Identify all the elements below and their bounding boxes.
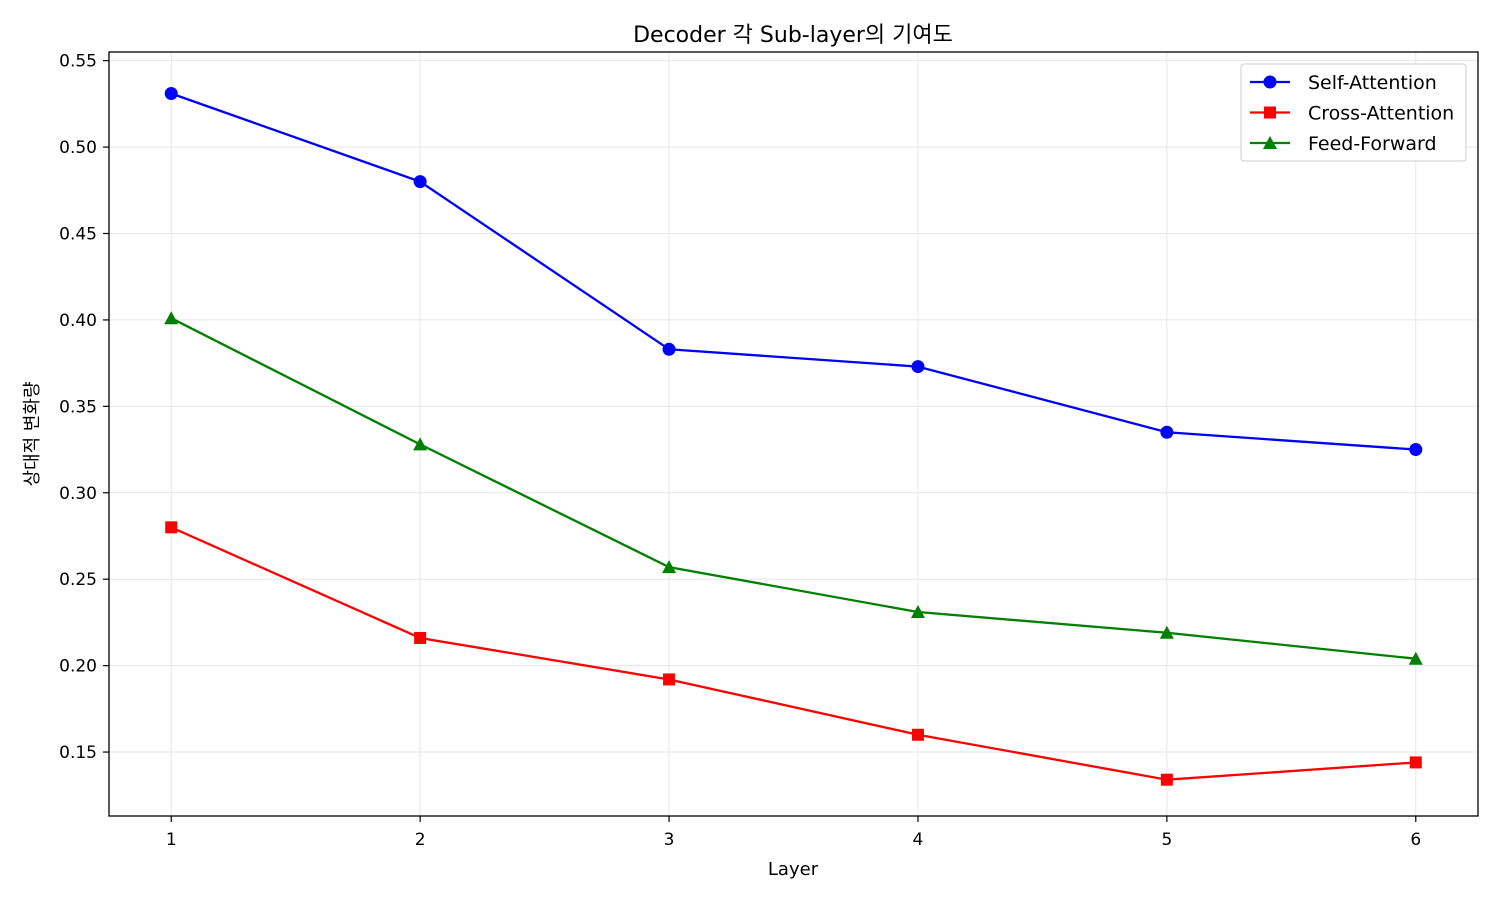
chart-title: Decoder 각 Sub-layer의 기여도	[633, 23, 953, 48]
legend-label: Cross-Attention	[1308, 103, 1454, 125]
legend: Self-Attention Cross-Attention Feed-Forwar…	[1240, 63, 1467, 162]
legend-label: Feed-Forward	[1308, 133, 1437, 155]
x-tick-label: 2	[415, 830, 426, 850]
series-self-attention	[164, 86, 1423, 457]
y-tick-label: 0.30	[59, 484, 97, 504]
y-tick-label: 0.40	[59, 311, 97, 331]
y-axis-label: 상대적 변화량	[22, 381, 43, 486]
data-point	[911, 728, 924, 741]
data-point	[911, 360, 925, 374]
legend-label: Self-Attention	[1308, 72, 1437, 94]
data-point	[413, 437, 428, 451]
y-tick-label: 0.35	[59, 397, 97, 417]
legend-marker	[1264, 106, 1276, 119]
axis-ticks: 1 2 3 4 5 6 0.15 0.20 0.25 0.30 0.35 0.40 0.45 0.50 0.…	[59, 52, 1421, 850]
series-line	[170, 526, 1416, 781]
y-tick-label: 0.45	[59, 224, 97, 244]
y-tick-label: 0.15	[59, 743, 97, 763]
data-point	[663, 673, 676, 686]
x-tick-label: 6	[1410, 830, 1421, 850]
data-point	[1159, 625, 1174, 639]
data-point	[1409, 443, 1423, 457]
series-group	[164, 86, 1423, 786]
x-tick-label: 3	[664, 830, 675, 850]
x-tick-label: 1	[166, 830, 177, 850]
legend-marker	[1263, 136, 1277, 149]
data-point	[414, 631, 427, 644]
series-line	[170, 317, 1416, 660]
data-point	[165, 521, 178, 534]
legend-box	[1240, 63, 1467, 162]
data-point	[413, 175, 427, 189]
series-cross-attention	[165, 521, 1422, 786]
y-tick-label: 0.50	[59, 138, 97, 158]
legend-marker	[1263, 75, 1277, 89]
data-point	[1160, 425, 1174, 439]
data-point	[662, 560, 677, 574]
data-point	[1160, 773, 1173, 786]
data-point	[164, 311, 179, 325]
plot-area	[108, 51, 1479, 817]
data-point	[1409, 756, 1422, 769]
grid	[109, 52, 1478, 816]
data-point	[910, 605, 925, 619]
data-point	[662, 342, 676, 356]
x-axis-label: Layer	[768, 859, 819, 880]
x-tick-label: 4	[913, 830, 924, 850]
y-tick-label: 0.25	[59, 570, 97, 590]
series-feed-forward	[164, 311, 1423, 665]
data-point	[1408, 651, 1423, 665]
x-tick-label: 5	[1161, 830, 1172, 850]
data-point	[164, 86, 178, 100]
y-tick-label: 0.20	[59, 657, 97, 677]
series-line	[170, 92, 1416, 451]
y-tick-label: 0.55	[59, 52, 97, 72]
